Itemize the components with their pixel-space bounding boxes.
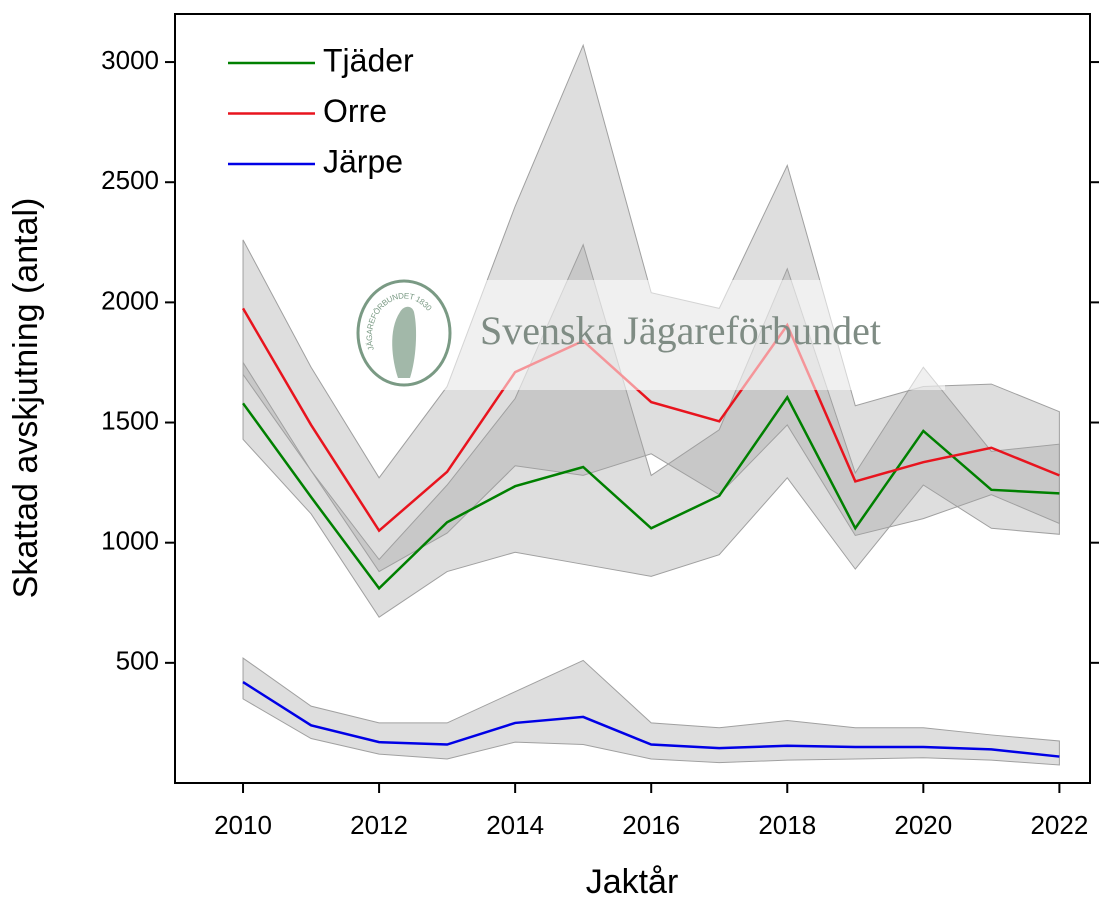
series-line [242, 394, 1060, 591]
legend: Tjäder Orre Järpe [228, 42, 414, 179]
logo-bird [392, 306, 417, 378]
y-tick-label: 2000 [101, 285, 159, 315]
x-axis-label: Jaktår [586, 863, 679, 897]
logo-ring [356, 279, 452, 387]
watermark-text: Svenska Jägareförbundet [480, 308, 881, 353]
confidence-band [242, 657, 1060, 766]
series-line [242, 681, 1060, 758]
x-tick-label: 2016 [622, 810, 680, 840]
lines [241, 307, 1060, 758]
x-tick-label: 2012 [350, 810, 408, 840]
watermark-box [360, 280, 945, 390]
x-tick-label: 2010 [214, 810, 272, 840]
legend-label: Tjäder [323, 42, 414, 78]
watermark: JÄGAREFÖRBUNDET 1830 Svenska Jägareförbu… [356, 279, 945, 390]
legend-label: Orre [323, 93, 387, 129]
x-tick-label: 2014 [486, 810, 544, 840]
y-tick-label: 2500 [101, 165, 159, 195]
x-tick-label: 2022 [1030, 810, 1088, 840]
plot-frame [174, 13, 1091, 784]
axes: 500 1000 1500 2000 2500 3000 2010 2012 2014 2016 2… [101, 45, 1099, 840]
y-tick-label: 1500 [101, 405, 159, 435]
y-tick-label: 3000 [101, 45, 159, 75]
x-tick-label: 2018 [758, 810, 816, 840]
legend-label: Järpe [323, 143, 403, 179]
y-tick-label: 1000 [101, 526, 159, 556]
series-line [241, 307, 1060, 533]
y-tick-label: 500 [116, 646, 159, 676]
y-axis-label: Skattad avskjutning (antal) [7, 198, 45, 599]
x-tick-label: 2020 [894, 810, 952, 840]
